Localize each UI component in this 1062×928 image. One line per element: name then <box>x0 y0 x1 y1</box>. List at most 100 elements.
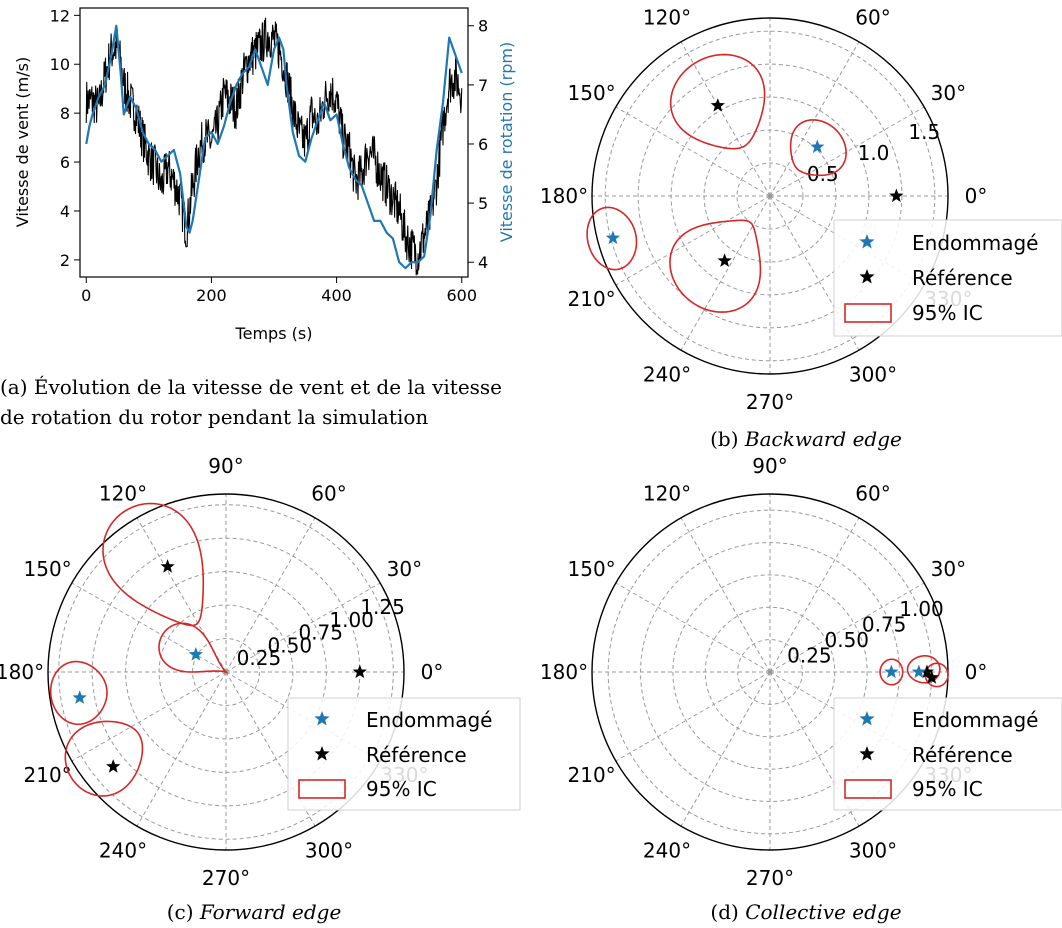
r-tick-label: 1.5 <box>908 120 940 144</box>
polar-grid-spoke <box>615 195 771 286</box>
theta-tick-label: 210° <box>24 763 72 787</box>
legend-d-reference: Référence <box>912 743 1013 767</box>
y-tick-label: 8 <box>60 104 70 123</box>
theta-tick-label: 90° <box>752 0 787 2</box>
legend-star <box>314 711 330 726</box>
theta-tick-label: 150° <box>568 81 616 105</box>
legend-c-damaged-marker <box>314 711 330 726</box>
theta-tick-label: 180° <box>0 660 44 684</box>
panel-a-ylabel: Vitesse de vent (m/s) <box>13 57 32 227</box>
ci-contour <box>669 219 762 313</box>
ci-contour <box>64 720 144 797</box>
caption-b-name: Backward edge <box>744 427 902 451</box>
theta-tick-label: 300° <box>849 838 897 862</box>
legend-b-damaged-marker <box>859 234 875 249</box>
legend-b-damaged: Endommagé <box>912 231 1038 255</box>
polar-center <box>767 193 773 199</box>
caption-d-prefix: (d) <box>710 900 745 924</box>
legend-c-ci-marker <box>298 779 346 799</box>
polar-grid-spoke <box>225 517 316 673</box>
legend-d-reference-marker <box>859 746 875 761</box>
caption-d-name: Collective edge <box>745 900 901 924</box>
legend-star <box>314 746 330 761</box>
legend-b-reference-marker <box>859 269 875 284</box>
polar-grid-spoke <box>769 106 925 197</box>
r-tick-label: 0.50 <box>824 628 869 652</box>
polar-grid-spoke <box>680 517 771 673</box>
legend-b-ci-marker <box>844 303 892 323</box>
polar-grid-spoke <box>769 517 860 673</box>
r-tick-label: 1.00 <box>329 608 374 632</box>
ci-contour <box>158 622 229 674</box>
y-tick-label: 4 <box>60 202 70 221</box>
theta-tick-label: 0° <box>965 184 988 208</box>
r-tick-label: 0.50 <box>268 633 313 657</box>
polar-grid-spoke <box>71 671 227 762</box>
damaged-point <box>72 690 87 704</box>
x-tick-label: 0 <box>81 286 91 305</box>
y2-tick-label: 8 <box>478 17 488 36</box>
panel-b-polar: 0°30°60°90°120°150°180°210°240°270°300°3… <box>540 0 987 414</box>
ci-contour <box>906 655 941 684</box>
y2-tick-label: 4 <box>478 253 488 272</box>
ci-contour <box>586 206 638 271</box>
panel-a-frame <box>79 7 469 278</box>
legend-star <box>859 711 875 726</box>
theta-tick-label: 240° <box>643 362 691 386</box>
legend-b: Endommagé Référence 95% IC <box>833 219 1062 337</box>
polar-grid-circle <box>737 639 803 705</box>
r-tick-label: 0.25 <box>237 646 282 670</box>
theta-tick-label: 120° <box>643 482 691 506</box>
caption-a-line1: (a) Évolution de la vitesse de vent et d… <box>0 375 502 399</box>
theta-tick-label: 60° <box>855 482 890 506</box>
theta-tick-label: 270° <box>202 866 250 890</box>
caption-d: (d) Collective edge <box>710 900 901 924</box>
r-tick-label: 1.25 <box>360 595 405 619</box>
polar-grid-spoke <box>680 671 771 827</box>
damaged-point <box>605 230 621 245</box>
polar-grid-circle <box>192 638 260 706</box>
theta-tick-label: 210° <box>568 287 616 311</box>
theta-tick-label: 150° <box>24 557 72 581</box>
y2-tick-label: 7 <box>478 76 488 95</box>
x-tick-label: 400 <box>321 286 352 305</box>
caption-a-line2: de rotation du rotor pendant la simulati… <box>0 405 428 429</box>
theta-tick-label: 0° <box>421 660 444 684</box>
series-rotor-speed <box>85 24 463 270</box>
ci-contour <box>669 53 766 150</box>
theta-tick-label: 300° <box>849 362 897 386</box>
y-tick-label: 12 <box>50 6 70 25</box>
ci-contour <box>879 658 904 686</box>
polar-grid-spoke <box>769 41 860 197</box>
theta-tick-label: 120° <box>99 482 147 506</box>
theta-tick-label: 120° <box>643 6 691 30</box>
theta-tick-label: 210° <box>568 763 616 787</box>
polar-grid-circle <box>58 504 394 840</box>
polar-grid-circle <box>637 63 903 329</box>
legend-d: Endommagé Référence 95% IC <box>833 697 1062 811</box>
theta-tick-label: 180° <box>540 660 588 684</box>
polar-grid-circle <box>736 162 804 230</box>
polar-grid-spoke <box>615 582 771 673</box>
ci-contour <box>49 660 108 726</box>
polar-grid-spoke <box>225 582 381 673</box>
reference-point <box>710 98 725 112</box>
panel-a-time-series: 0 200 400 600 2 4 6 8 10 12 4 5 6 7 8 Temps (s) Vitess… <box>13 6 516 343</box>
polar-grid-circle <box>672 574 868 770</box>
r-tick-label: 1.00 <box>899 597 944 621</box>
legend-c-reference-marker <box>314 746 330 761</box>
theta-tick-label: 60° <box>311 482 346 506</box>
caption-c-name: Forward edge <box>199 900 341 924</box>
x-tick-label: 200 <box>196 286 227 305</box>
theta-tick-label: 180° <box>540 184 588 208</box>
theta-tick-label: 270° <box>746 390 794 414</box>
y2-tick-label: 6 <box>478 135 488 154</box>
reference-point <box>352 664 367 679</box>
theta-tick-label: 60° <box>855 6 890 30</box>
panel-d-polar: 0°30°60°90°120°150°180°210°240°270°300°3… <box>540 454 987 890</box>
damaged-point <box>810 139 825 154</box>
polar-grid-spoke <box>615 106 771 197</box>
theta-tick-label: 30° <box>931 557 966 581</box>
theta-tick-label: 270° <box>746 866 794 890</box>
